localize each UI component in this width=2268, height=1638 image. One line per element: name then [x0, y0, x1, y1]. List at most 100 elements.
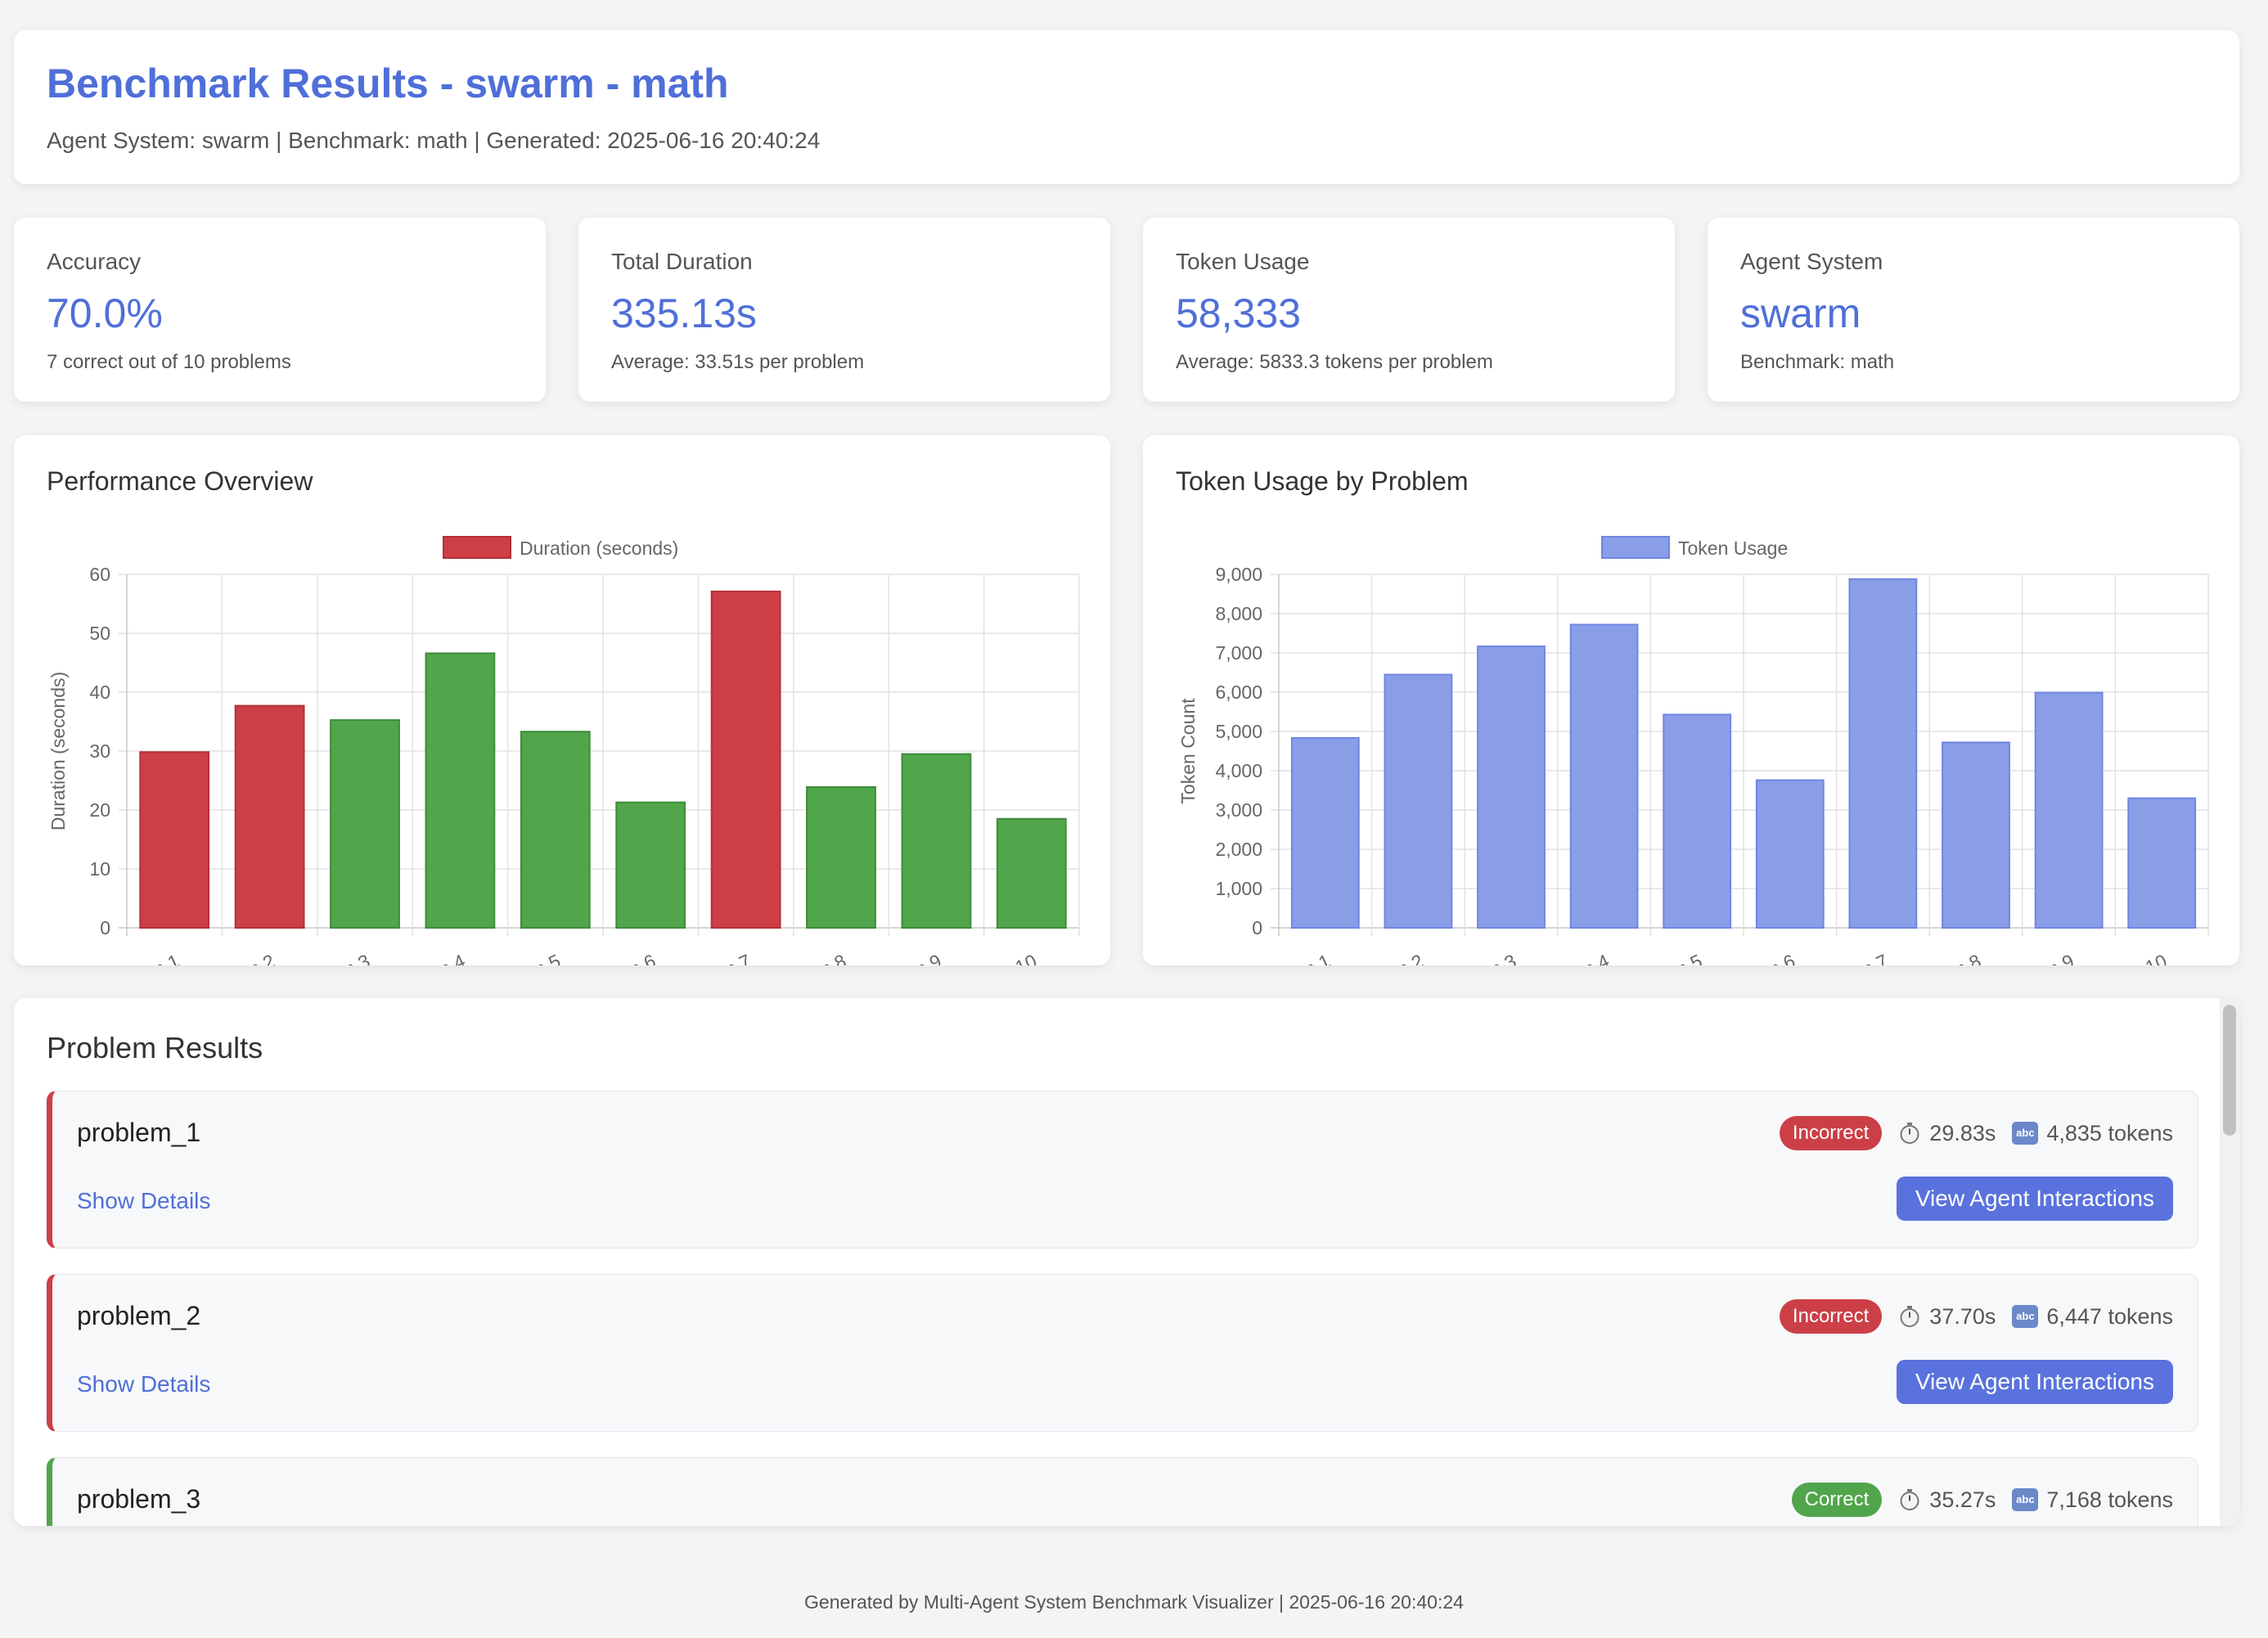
show-details-link[interactable]: Show Details: [77, 1371, 211, 1397]
duration-info: 29.83s: [1898, 1121, 1996, 1146]
y-tick-label: 1,000: [1215, 878, 1262, 899]
chart-legend: Token Usage: [1601, 536, 1788, 559]
scrollbar-track[interactable]: [2220, 998, 2239, 1526]
y-tick-label: 0: [1252, 917, 1262, 938]
problem-name: problem_3: [77, 1484, 201, 1514]
scrollbar-thumb[interactable]: [2223, 1005, 2236, 1136]
stat-value: 58,333: [1176, 290, 1301, 336]
x-tick-label: m 4: [1575, 950, 1613, 965]
bar-7[interactable]: [1848, 578, 1918, 929]
stopwatch-icon: [1900, 1489, 1919, 1510]
y-tick-label: 30: [89, 740, 110, 762]
x-tick-label: m 2: [1389, 950, 1427, 965]
x-tick-label: m 7: [717, 950, 754, 965]
bar-10[interactable]: [996, 817, 1067, 929]
chart-title: Token Usage by Problem: [1176, 466, 1469, 496]
y-tick-label: 0: [100, 917, 110, 938]
stat-label: Accuracy: [47, 249, 142, 274]
view-agent-interactions-button[interactable]: View Agent Interactions: [1896, 1360, 2173, 1404]
x-tick-label: m 3: [335, 950, 373, 965]
stat-sub: Average: 33.51s per problem: [611, 351, 865, 373]
bar-7[interactable]: [710, 590, 781, 929]
page-subtitle: Agent System: swarm | Benchmark: math | …: [47, 128, 821, 153]
stat-card-agent-system: Agent System swarm Benchmark: math: [1708, 218, 2239, 402]
y-tick-label: 3,000: [1215, 799, 1262, 821]
bar-4[interactable]: [425, 652, 496, 929]
bar-5[interactable]: [520, 731, 591, 929]
bar-9[interactable]: [2034, 691, 2104, 929]
y-tick-label: 4,000: [1215, 760, 1262, 781]
bar-8[interactable]: [806, 785, 876, 929]
y-tick-label: 60: [89, 564, 110, 585]
bar-3[interactable]: [1477, 645, 1546, 929]
page-title: Benchmark Results - swarm - math: [47, 61, 729, 106]
legend-swatch: [443, 536, 511, 559]
bar-4[interactable]: [1569, 623, 1639, 929]
token-value: 6,447 tokens: [2046, 1303, 2173, 1329]
stat-value: 335.13s: [611, 290, 757, 336]
bar-3[interactable]: [330, 719, 400, 929]
bar-1[interactable]: [1290, 736, 1360, 929]
y-tick-label: 7,000: [1215, 642, 1262, 664]
bar-6[interactable]: [615, 801, 686, 929]
x-tick-label: m 6: [1761, 950, 1798, 965]
stat-label: Total Duration: [611, 249, 753, 274]
stat-label: Agent System: [1740, 249, 1883, 274]
stat-sub: 7 correct out of 10 problems: [47, 351, 291, 373]
problem-results-panel: Problem Results problem_1 Incorrect 29.83s…: [14, 998, 2239, 1526]
stat-sub: Benchmark: math: [1740, 351, 1895, 373]
header-card: Benchmark Results - swarm - math Agent S…: [14, 30, 2239, 184]
abc-icon: abc: [2012, 1122, 2039, 1145]
token-info: abc 7,168 tokens: [2012, 1487, 2173, 1513]
x-tick-label: m 3: [1482, 950, 1519, 965]
y-tick-label: 40: [89, 682, 110, 703]
y-axis-label: Token Count: [1177, 698, 1199, 804]
bar-10[interactable]: [2127, 797, 2197, 929]
x-tick-label: m 8: [1946, 950, 1984, 965]
x-tick-label: m 9: [907, 950, 945, 965]
x-tick-label: 10: [2142, 950, 2170, 965]
bar-9[interactable]: [901, 753, 972, 929]
bar-5[interactable]: [1663, 713, 1732, 929]
problem-card: problem_1 Incorrect 29.83s abc 4,835 tokens S…: [47, 1091, 2198, 1249]
problem-card: problem_2 Incorrect 37.70s abc 6,447 tokens S…: [47, 1274, 2198, 1432]
bar-6[interactable]: [1755, 779, 1825, 929]
x-tick-label: m 6: [622, 950, 659, 965]
token-info: abc 4,835 tokens: [2012, 1121, 2173, 1146]
stat-card-tokens: Token Usage 58,333 Average: 5833.3 token…: [1143, 218, 1675, 402]
bar-1[interactable]: [139, 751, 210, 929]
bar-8[interactable]: [1942, 741, 2010, 929]
show-details-link[interactable]: Show Details: [77, 1188, 211, 1213]
bar-2[interactable]: [1384, 673, 1453, 929]
y-axis-label: Duration (seconds): [47, 672, 69, 830]
duration-info: 35.27s: [1898, 1487, 1996, 1513]
stopwatch-icon: [1900, 1306, 1919, 1327]
view-agent-interactions-button[interactable]: View Agent Interactions: [1896, 1177, 2173, 1221]
x-tick-label: m 7: [1854, 950, 1892, 965]
stat-value: 70.0%: [47, 290, 163, 336]
problems-title: Problem Results: [47, 1031, 263, 1064]
chart-title: Performance Overview: [47, 466, 313, 496]
status-badge: Incorrect: [1779, 1116, 1883, 1150]
stat-label: Token Usage: [1176, 249, 1310, 274]
problem-list: problem_1 Incorrect 29.83s abc 4,835 tokens S…: [47, 1091, 2198, 1526]
y-tick-label: 10: [89, 858, 110, 880]
x-tick-label: m 1: [1296, 950, 1334, 965]
problem-meta: Correct 35.27s abc 7,168 tokens: [1791, 1483, 2173, 1517]
problem-name: problem_1: [77, 1118, 201, 1147]
y-tick-label: 2,000: [1215, 839, 1262, 860]
problem-meta: Incorrect 29.83s abc 4,835 tokens: [1779, 1116, 2173, 1150]
bar-2[interactable]: [234, 704, 305, 929]
duration-value: 37.70s: [1929, 1303, 1996, 1329]
x-tick-label: m 2: [241, 950, 278, 965]
duration-bar-chart: Duration (seconds) 0 10 20 30 40 50 60 Duration …: [47, 536, 1080, 965]
status-badge: Incorrect: [1779, 1299, 1883, 1334]
stat-card-duration: Total Duration 335.13s Average: 33.51s p…: [578, 218, 1110, 402]
abc-icon: abc: [2012, 1488, 2039, 1511]
y-tick-label: 50: [89, 623, 110, 644]
x-tick-label: m 9: [2040, 950, 2077, 965]
legend-label: Duration (seconds): [520, 538, 678, 559]
stat-card-accuracy: Accuracy 70.0% 7 correct out of 10 probl…: [14, 218, 546, 402]
problem-name: problem_2: [77, 1301, 201, 1330]
